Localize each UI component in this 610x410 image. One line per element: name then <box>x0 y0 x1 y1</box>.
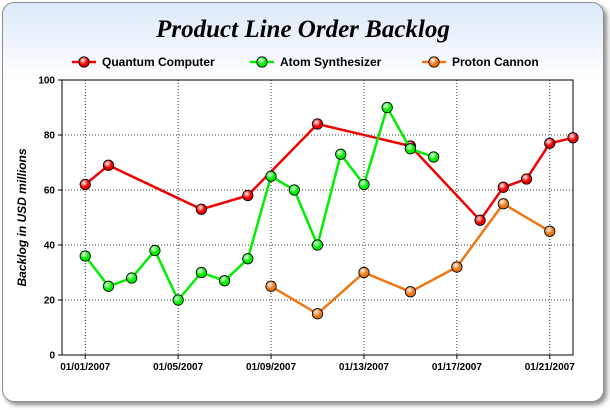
plot-area: 0 20 40 60 80 100 01/01/2007 01/05/2007 01/09/20… <box>15 76 579 373</box>
x-tick-label: 01/13/2007 <box>339 362 389 373</box>
data-point <box>404 143 417 155</box>
data-point <box>311 118 324 130</box>
data-point <box>497 198 509 210</box>
data-point <box>102 159 115 171</box>
data-point <box>149 244 161 257</box>
legend-marker <box>78 56 90 68</box>
y-tick-label: 0 <box>49 351 55 362</box>
data-point <box>79 250 91 262</box>
y-tick-label: 20 <box>44 296 56 307</box>
data-point <box>381 101 393 114</box>
y-tick-label: 80 <box>44 131 56 142</box>
data-point <box>288 184 300 196</box>
data-point <box>358 266 370 279</box>
data-point <box>126 272 138 284</box>
chart-title: Product Line Order Backlog <box>156 16 450 43</box>
data-point <box>497 181 509 193</box>
data-point <box>102 280 115 292</box>
y-axis-label: Backlog in USD millions <box>15 148 29 286</box>
data-point <box>195 266 207 279</box>
y-tick-label: 40 <box>44 241 56 252</box>
x-tick-label: 01/21/2007 <box>525 362 575 373</box>
data-point <box>404 286 417 298</box>
data-point <box>428 151 440 163</box>
data-point <box>242 253 254 265</box>
legend-marker <box>256 56 268 68</box>
legend: Quantum Computer Atom Synthesizer Proton C… <box>72 55 539 69</box>
data-point <box>451 261 463 273</box>
legend-label: Proton Cannon <box>452 55 539 69</box>
data-point <box>265 170 277 182</box>
data-point <box>242 189 254 202</box>
data-point <box>265 280 277 292</box>
legend-marker <box>428 56 440 68</box>
x-tick-label: 01/05/2007 <box>153 362 203 373</box>
data-point <box>218 275 231 287</box>
data-point <box>335 148 347 160</box>
x-tick-label: 01/17/2007 <box>432 362 482 373</box>
y-tick-label: 60 <box>44 186 56 197</box>
data-point <box>544 137 556 149</box>
data-point <box>544 225 556 237</box>
data-point <box>311 239 324 251</box>
data-point <box>358 178 370 191</box>
x-tick-label: 01/09/2007 <box>246 362 296 373</box>
legend-label: Quantum Computer <box>102 55 215 69</box>
data-point <box>474 214 486 226</box>
data-point <box>172 294 184 306</box>
series-line-2 <box>84 106 435 302</box>
y-tick-label: 100 <box>38 76 55 87</box>
data-point <box>567 132 579 144</box>
data-point <box>79 178 91 191</box>
legend-label: Atom Synthesizer <box>280 55 382 69</box>
data-point <box>311 308 324 320</box>
x-tick-label: 01/01/2007 <box>60 362 110 373</box>
data-point <box>520 173 533 185</box>
data-point <box>195 203 207 215</box>
